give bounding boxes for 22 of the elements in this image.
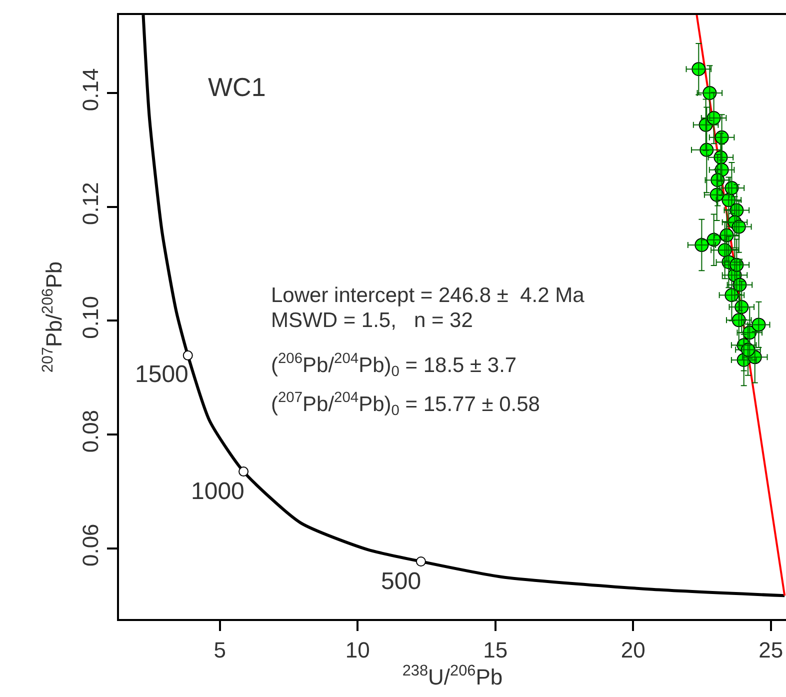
point <box>182 350 193 360</box>
annotation: 1500 <box>135 361 188 388</box>
point <box>238 466 249 477</box>
y-tick-label: 0.08 <box>78 410 104 453</box>
x-axis-title: $^{238}$U/$^{206}$Pb <box>402 662 503 690</box>
x-tick-label: 5 <box>214 637 226 662</box>
x-tick-label: 25 <box>758 637 784 662</box>
annotation: ($^{207}$Pb/$^{204}$Pb)$_{0}$ = 15.77 ± 0.58 <box>271 390 540 420</box>
annotation: WC1 <box>208 72 266 102</box>
x-tick-label: 20 <box>620 637 646 662</box>
annotation: ($^{206}$Pb/$^{204}$Pb)$_{0}$ = 18.5 ± 3.7 <box>271 351 517 380</box>
annotation: 1000 <box>191 478 244 505</box>
annotation: Lower intercept = 246.8 ± 4.2 Ma <box>271 284 585 307</box>
annotation: 500 <box>381 568 422 595</box>
y-tick-label: 0.06 <box>78 524 104 567</box>
x-tick-label: 10 <box>345 637 370 662</box>
y-tick-label: 0.14 <box>78 68 104 112</box>
point <box>416 556 426 566</box>
y-tick-label: 0.12 <box>78 182 104 225</box>
annotation: MSWD = 1.5, n = 32 <box>271 309 473 332</box>
y-tick-label: 0.10 <box>78 296 104 339</box>
x-tick-label: 15 <box>483 637 508 662</box>
